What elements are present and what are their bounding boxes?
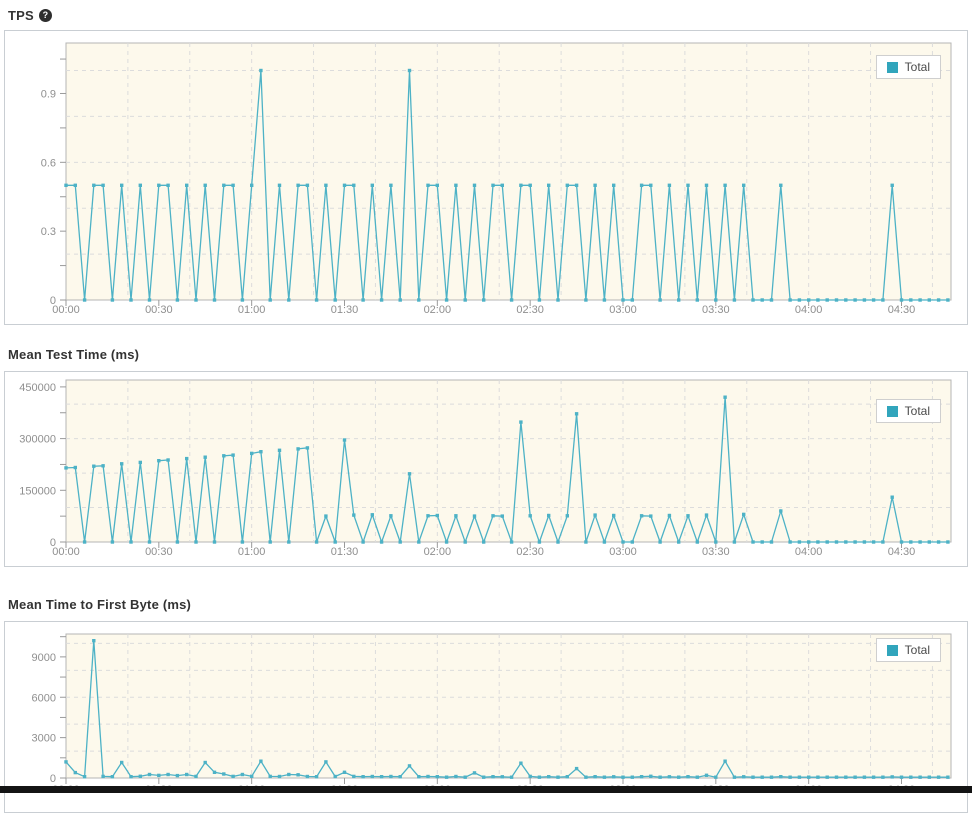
legend-swatch-icon [887,62,898,73]
legend-swatch-icon [887,645,898,656]
svg-text:01:00: 01:00 [238,304,266,316]
legend-label: Total [905,643,930,657]
legend-swatch-icon [887,406,898,417]
window-bottom-edge [0,786,972,793]
svg-text:03:30: 03:30 [702,304,730,316]
svg-text:02:30: 02:30 [516,546,544,558]
mean-ttfb-title-row: Mean Time to First Byte (ms) [8,595,968,613]
svg-text:01:00: 01:00 [238,546,266,558]
mean-test-time-title-row: Mean Test Time (ms) [8,345,968,363]
svg-text:03:00: 03:00 [609,304,637,316]
svg-text:03:00: 03:00 [609,546,637,558]
svg-text:00:00: 00:00 [52,546,80,558]
svg-text:00:30: 00:30 [145,304,173,316]
svg-text:04:30: 04:30 [888,304,916,316]
svg-text:03:30: 03:30 [702,546,730,558]
mean-ttfb-legend: Total [876,638,941,662]
tps-title-row: TPS ? [8,6,968,24]
help-icon[interactable]: ? [39,9,52,22]
svg-text:02:30: 02:30 [516,304,544,316]
svg-text:300000: 300000 [19,434,56,446]
svg-text:01:30: 01:30 [331,304,359,316]
svg-text:04:00: 04:00 [795,304,823,316]
svg-text:3000: 3000 [32,733,56,745]
svg-text:6000: 6000 [32,692,56,704]
svg-text:02:00: 02:00 [424,546,452,558]
legend-label: Total [905,404,930,418]
mean-ttfb-chart-title: Mean Time to First Byte (ms) [8,597,191,612]
tps-chart-title: TPS [8,8,34,23]
svg-text:04:30: 04:30 [888,546,916,558]
svg-text:0.3: 0.3 [41,226,56,238]
svg-text:01:30: 01:30 [331,546,359,558]
mean-test-time-legend: Total [876,399,941,423]
svg-text:02:00: 02:00 [424,304,452,316]
svg-text:9000: 9000 [32,652,56,664]
mean-test-time-chart-title: Mean Test Time (ms) [8,347,139,362]
svg-text:00:30: 00:30 [145,546,173,558]
svg-text:04:00: 04:00 [795,546,823,558]
tps-legend: Total [876,55,941,79]
svg-text:00:00: 00:00 [52,304,80,316]
svg-text:0.9: 0.9 [41,88,56,100]
svg-text:150000: 150000 [19,485,56,497]
svg-text:450000: 450000 [19,382,56,394]
svg-text:0.6: 0.6 [41,157,56,169]
legend-label: Total [905,60,930,74]
